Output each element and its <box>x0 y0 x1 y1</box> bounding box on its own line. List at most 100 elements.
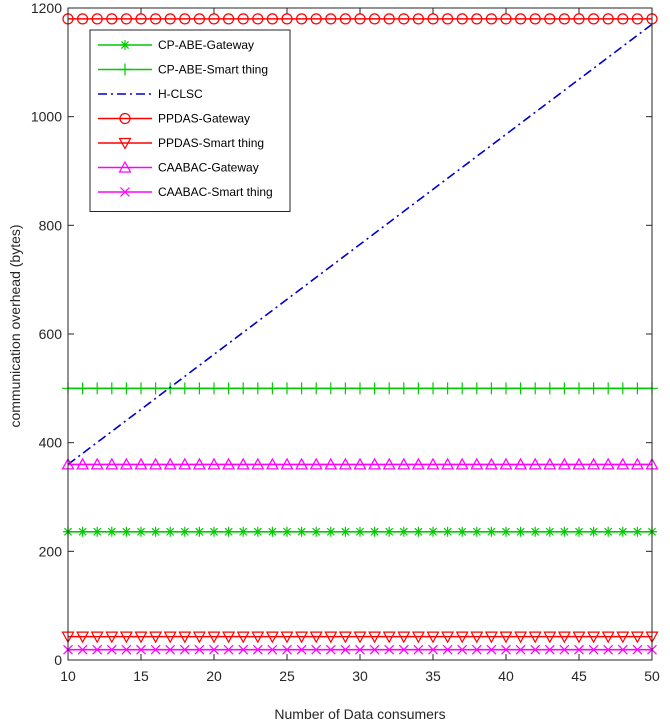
triangle-down-marker <box>309 631 323 644</box>
data-point <box>193 382 206 395</box>
data-point <box>573 382 585 395</box>
asterisk-marker <box>194 526 205 537</box>
circle-marker <box>558 13 571 25</box>
data-point <box>265 631 279 644</box>
data-point <box>603 644 614 655</box>
data-point <box>280 457 294 470</box>
plus-marker <box>222 382 235 395</box>
data-point <box>76 13 89 25</box>
data-point <box>543 631 557 644</box>
x-marker <box>282 644 292 655</box>
x-marker <box>501 644 511 655</box>
asterisk-marker <box>77 526 88 537</box>
data-point <box>630 457 644 470</box>
triangle-up-marker <box>528 457 542 470</box>
circle-marker <box>471 13 483 25</box>
data-point <box>252 13 264 25</box>
data-point <box>412 13 424 25</box>
triangle-up-marker <box>470 457 484 470</box>
triangle-down-marker <box>222 631 236 644</box>
x-marker <box>369 644 380 655</box>
data-point <box>368 631 382 644</box>
asterisk-marker <box>369 526 380 537</box>
data-point <box>441 382 454 395</box>
x-marker <box>603 644 614 655</box>
plus-marker <box>105 382 118 395</box>
triangle-up-marker <box>76 457 90 470</box>
triangle-down-marker <box>397 631 411 644</box>
data-point <box>192 631 206 644</box>
x-marker <box>544 644 555 655</box>
triangle-down-marker <box>368 631 382 644</box>
x-marker <box>442 644 453 655</box>
x-marker <box>574 644 584 655</box>
data-point <box>616 382 629 395</box>
triangle-down-marker <box>295 631 309 644</box>
asterisk-marker <box>296 526 307 537</box>
triangle-down-marker <box>528 631 542 644</box>
circle-marker <box>339 13 351 25</box>
legend-label: PPDAS-Smart thing <box>158 136 264 150</box>
data-point <box>266 13 278 25</box>
x-marker <box>77 644 88 655</box>
plus-marker <box>368 382 381 395</box>
data-point <box>252 526 263 537</box>
data-point <box>499 457 513 470</box>
triangle-up-marker <box>587 457 601 470</box>
circle-marker <box>485 13 497 25</box>
circle-marker <box>193 13 205 25</box>
data-point <box>207 631 221 644</box>
data-point <box>310 382 323 395</box>
asterisk-marker <box>179 526 190 537</box>
data-point <box>136 526 146 537</box>
x-marker <box>530 644 541 655</box>
triangle-down-marker <box>280 631 294 644</box>
data-point <box>338 457 352 470</box>
data-point <box>369 13 381 25</box>
x-marker <box>457 644 468 655</box>
x-marker <box>194 644 205 655</box>
data-point <box>616 631 630 644</box>
data-point <box>179 13 191 25</box>
x-marker <box>238 644 249 655</box>
data-point <box>91 13 103 25</box>
data-point <box>238 644 249 655</box>
data-point <box>251 457 265 470</box>
data-point <box>514 457 528 470</box>
data-point <box>411 631 425 644</box>
circle-marker <box>120 13 133 25</box>
series-ppdas-smart-thing <box>61 631 659 644</box>
data-point <box>105 457 119 470</box>
plus-marker <box>208 382 220 395</box>
data-point <box>121 526 132 537</box>
data-point <box>630 631 644 644</box>
y-tick-label: 800 <box>39 217 63 233</box>
data-point <box>515 526 526 537</box>
asterisk-marker <box>282 526 292 537</box>
triangle-down-marker <box>557 631 571 644</box>
plus-marker <box>456 382 469 395</box>
data-point <box>296 13 308 25</box>
data-point <box>397 457 411 470</box>
plus-marker <box>266 382 279 395</box>
data-point <box>470 457 484 470</box>
triangle-up-marker <box>178 457 192 470</box>
data-point <box>135 382 147 395</box>
data-point <box>368 382 381 395</box>
y-tick-label: 1200 <box>31 0 62 16</box>
x-marker <box>588 644 599 655</box>
data-point <box>309 631 323 644</box>
triangle-up-marker <box>105 457 119 470</box>
circle-marker <box>296 13 308 25</box>
data-point <box>587 382 600 395</box>
data-point <box>77 526 88 537</box>
data-point <box>223 526 234 537</box>
data-point <box>136 644 146 655</box>
data-point <box>236 631 250 644</box>
circle-marker <box>383 13 395 25</box>
triangle-up-marker <box>163 457 177 470</box>
x-marker <box>209 644 219 655</box>
triangle-up-marker <box>382 457 396 470</box>
series-layer <box>61 13 659 655</box>
